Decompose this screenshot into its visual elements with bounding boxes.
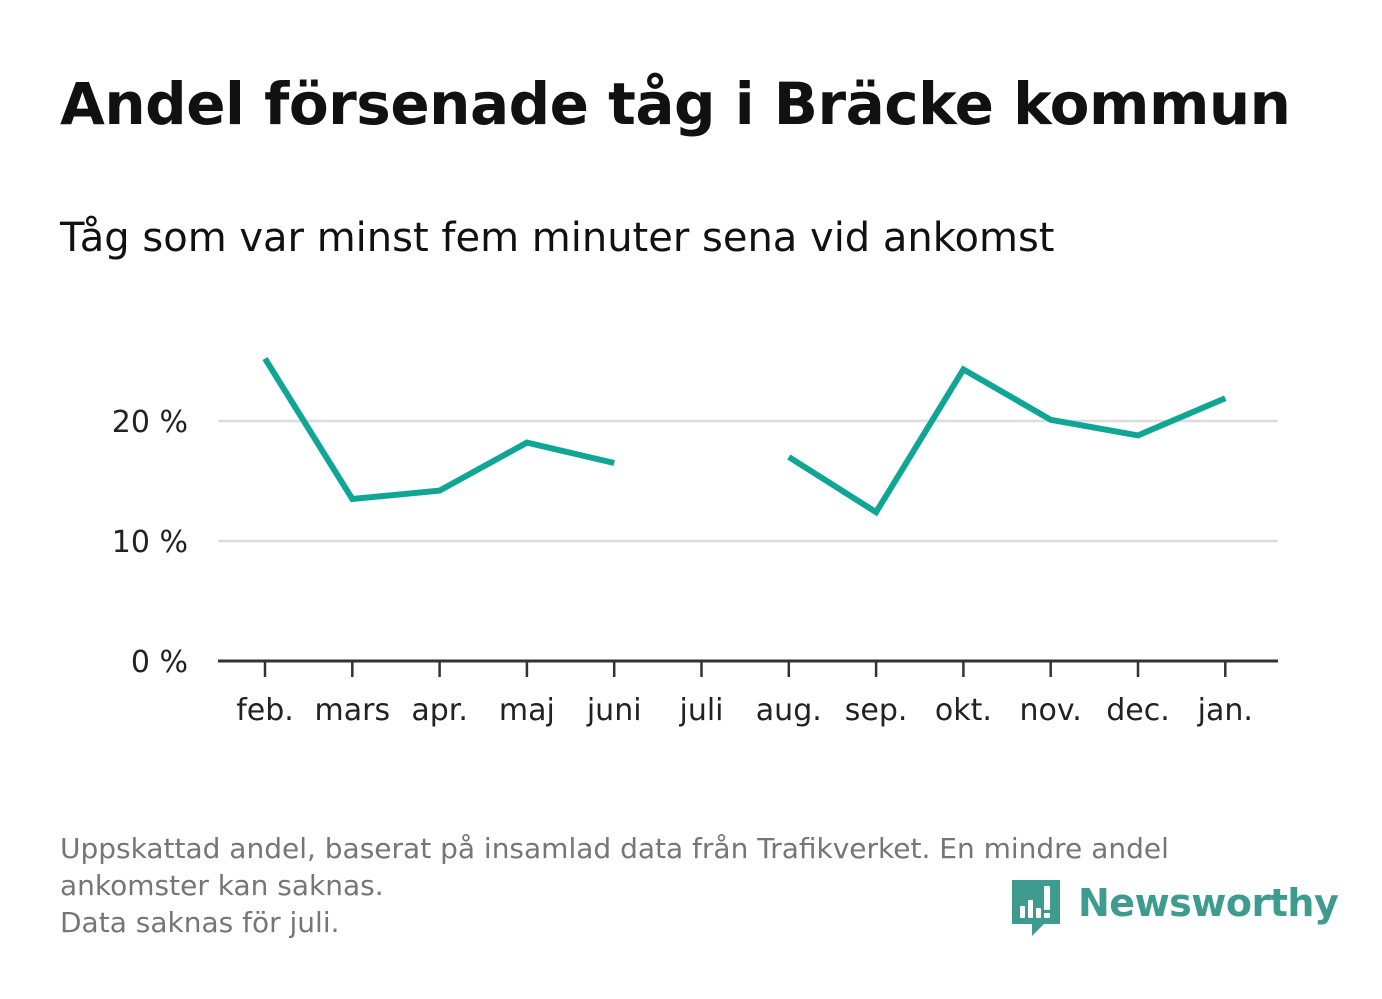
footnote-line-1: Uppskattad andel, baserat på insamlad da… — [60, 832, 1169, 865]
chart-subtitle: Tåg som var minst fem minuter sena vid a… — [60, 215, 1055, 261]
x-tick-label: maj — [499, 693, 555, 728]
gridlines — [218, 419, 1278, 543]
line-chart: 0 % 10 % 20 % feb. mars apr. maj juni juli aug. s… — [112, 357, 1278, 728]
x-tick-label: jan. — [1197, 693, 1253, 728]
y-axis-tick-labels: 0 % 10 % 20 % — [112, 405, 188, 680]
chart-title: Andel försenade tåg i Bräcke kommun — [60, 70, 1291, 138]
brand-name: Newsworthy — [1078, 881, 1339, 925]
x-tick-label: nov. — [1020, 693, 1082, 728]
footnote-line-3: Data saknas för juli. — [60, 906, 340, 939]
y-tick-label: 0 % — [131, 645, 188, 680]
x-tick-label: mars — [315, 693, 391, 728]
brand-logo: Newsworthy — [1010, 876, 1339, 940]
x-tick-label: juli — [678, 693, 723, 728]
footnote: Uppskattad andel, baserat på insamlad da… — [60, 830, 1320, 941]
series-line-segment — [262, 357, 615, 503]
footnote-line-2: ankomster kan saknas. — [60, 869, 384, 902]
x-tick-label: sep. — [845, 693, 908, 728]
x-tick-label: apr. — [411, 693, 468, 728]
newsworthy-logo-icon — [1012, 880, 1060, 936]
series-lines — [262, 357, 1227, 517]
x-tick-label: juni — [586, 693, 642, 728]
series-line-segment — [787, 365, 1227, 517]
x-tick-label: dec. — [1106, 693, 1170, 728]
x-axis-ticks: feb. mars apr. maj juni juli aug. sep. okt. nov. d… — [236, 661, 1253, 728]
y-tick-label: 20 % — [112, 405, 188, 440]
x-tick-label: aug. — [756, 693, 822, 728]
x-tick-label: feb. — [236, 693, 294, 728]
y-tick-label: 10 % — [112, 525, 188, 560]
x-tick-label: okt. — [935, 693, 992, 728]
